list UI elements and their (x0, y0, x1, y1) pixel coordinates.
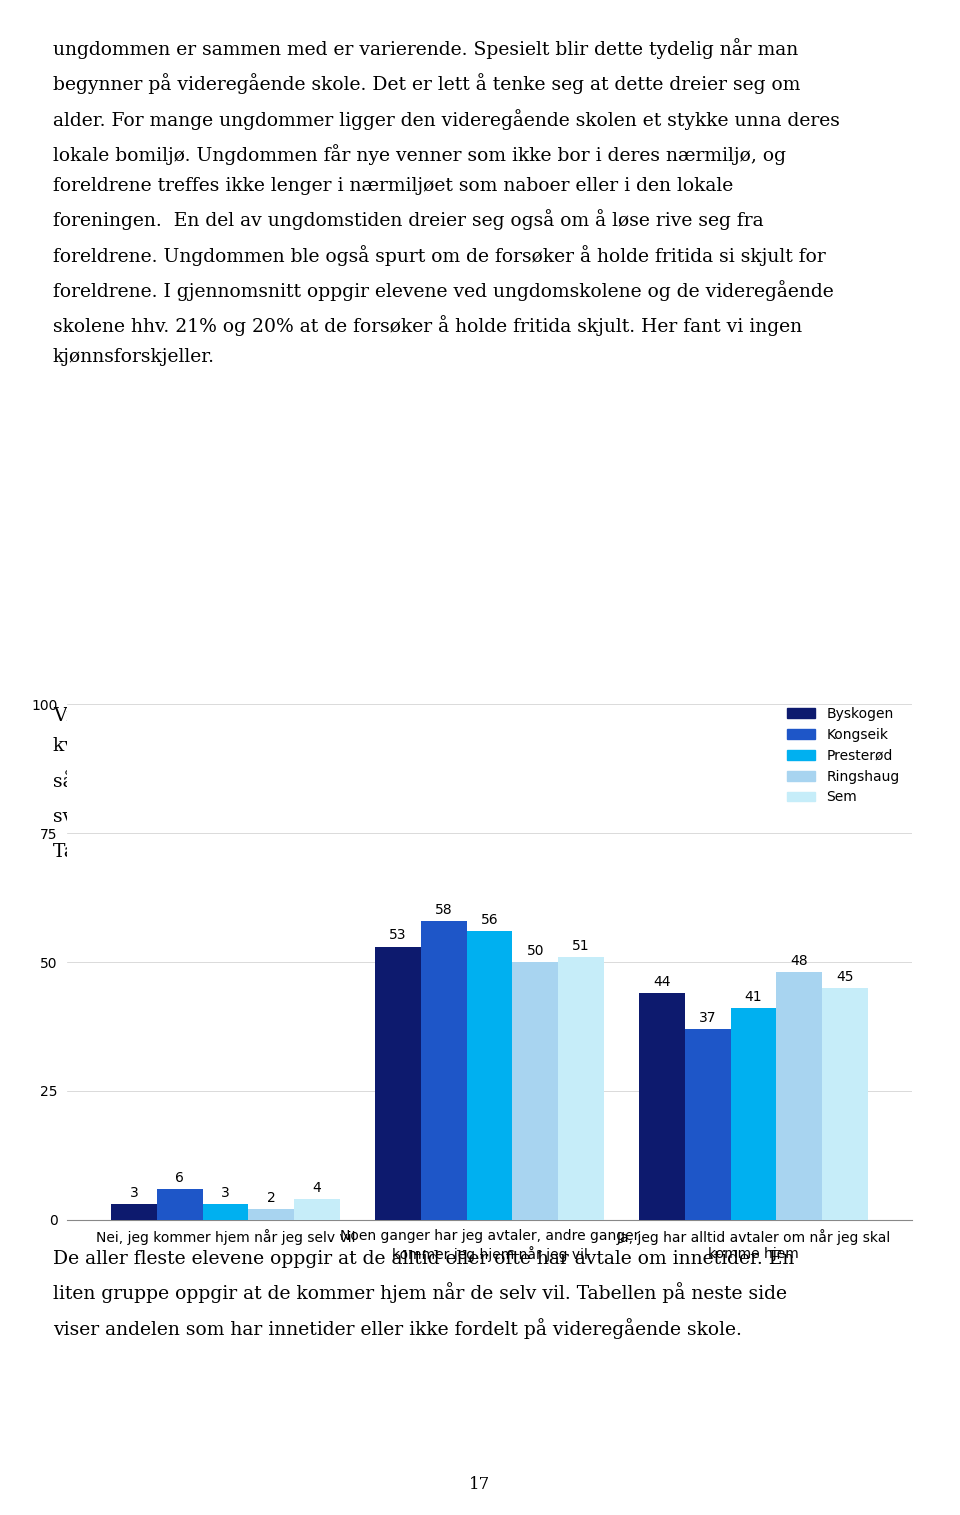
Text: 45: 45 (836, 970, 853, 983)
Bar (375, 947, 420, 1220)
Text: 44: 44 (654, 974, 671, 989)
Text: 17: 17 (469, 1476, 491, 1494)
Text: 3: 3 (221, 1186, 230, 1200)
Text: 53: 53 (390, 929, 407, 942)
Text: 4: 4 (313, 1180, 322, 1195)
Text: ungdommen er sammen med er varierende. Spesielt blir dette tydelig når man
begyn: ungdommen er sammen med er varierende. S… (53, 38, 840, 367)
Bar (294, 1198, 340, 1220)
Bar (559, 957, 604, 1220)
Bar (249, 1209, 294, 1220)
Bar (420, 921, 467, 1220)
Text: Vi spurte ungdommen om de har avtalte innetider for når de må være hjemme om
kve: Vi spurte ungdommen om de har avtalte in… (53, 704, 836, 862)
Bar (822, 988, 868, 1220)
Bar (639, 992, 685, 1220)
Text: 48: 48 (790, 954, 808, 968)
Bar (156, 1189, 203, 1220)
Text: 3: 3 (130, 1186, 138, 1200)
Text: 37: 37 (699, 1011, 716, 1024)
Text: 56: 56 (481, 914, 498, 927)
Bar (685, 1029, 731, 1220)
Bar (111, 1204, 156, 1220)
Bar (203, 1204, 249, 1220)
Text: 41: 41 (745, 991, 762, 1004)
Text: 2: 2 (267, 1191, 276, 1204)
Bar (777, 973, 822, 1220)
Bar (513, 962, 559, 1220)
Text: 6: 6 (176, 1171, 184, 1185)
Legend: Byskogen, Kongseik, Presterød, Ringshaug, Sem: Byskogen, Kongseik, Presterød, Ringshaug… (781, 701, 905, 811)
Text: 58: 58 (435, 903, 453, 917)
Bar (731, 1009, 777, 1220)
Text: 50: 50 (527, 944, 544, 957)
Text: De aller fleste elevene oppgir at de alltid eller ofte har avtale om innetider. : De aller fleste elevene oppgir at de all… (53, 1250, 794, 1339)
Bar (467, 932, 513, 1220)
Text: 51: 51 (572, 939, 590, 953)
